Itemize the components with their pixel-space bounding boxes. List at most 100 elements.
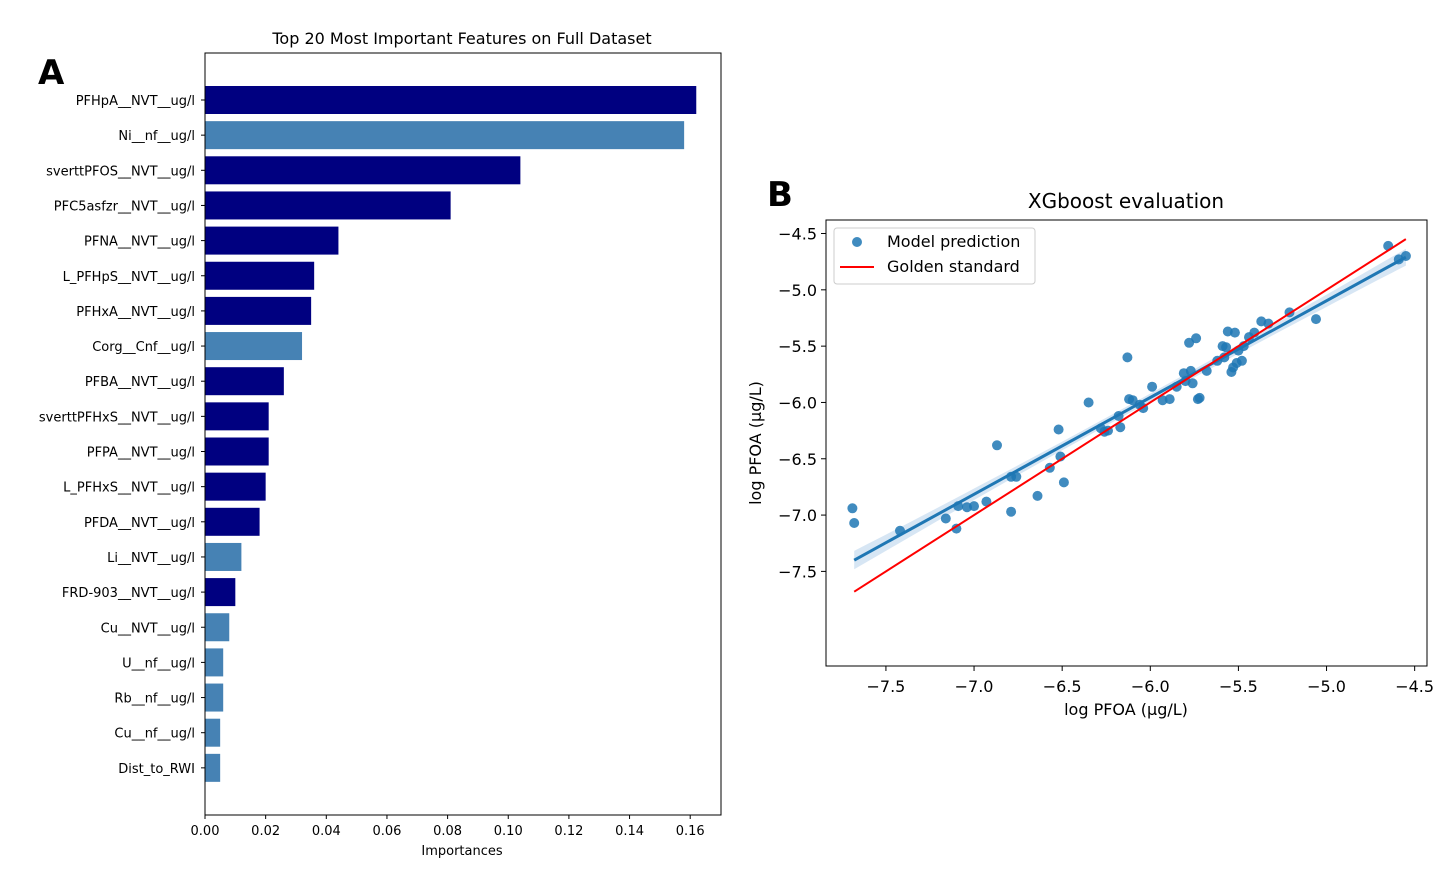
data-point [992, 440, 1002, 451]
legend-label-golden-standard: Golden standard [887, 257, 1020, 276]
y-tick-label: −6.5 [778, 450, 817, 469]
data-point [1219, 352, 1230, 363]
bar-10 [205, 437, 269, 466]
x-tick-label: −6.0 [1131, 677, 1170, 696]
data-point [969, 501, 979, 512]
x-tick-label: −6.5 [1043, 677, 1082, 696]
regression-line [853, 255, 1407, 562]
bar-1 [205, 121, 685, 150]
y-tick-label: −4.5 [778, 225, 817, 244]
y-tick-label: L_PFHpS__NVT__ug/l [63, 270, 195, 285]
x-tick-label: 0.08 [433, 824, 462, 839]
y-tick-label: −5.0 [778, 281, 817, 300]
chart-a-x-axis-label: Importances [421, 844, 502, 859]
bar-12 [205, 507, 260, 536]
data-point [981, 496, 992, 507]
bar-2 [205, 156, 521, 185]
y-tick-label: −7.0 [778, 506, 817, 525]
data-point [1032, 490, 1043, 501]
x-tick-label: 0.14 [615, 824, 644, 839]
chart-a-y-ticks: PFHpA__NVT__ug/l Ni__nf__ug/l sverttPFOS__… [39, 94, 205, 777]
x-tick-label: 0.10 [494, 824, 523, 839]
chart-b-x-axis-label: log PFOA (µg/L) [1064, 700, 1188, 719]
y-tick-label: −7.5 [778, 562, 817, 581]
y-tick-label: Corg__Cnf__ug/l [92, 340, 195, 355]
data-point [1113, 411, 1124, 421]
data-point [1164, 394, 1175, 405]
bar-13 [205, 542, 242, 571]
bar-5 [205, 261, 315, 290]
y-tick-label: Rb__nf__ug/l [114, 692, 195, 707]
x-tick-label: 0.02 [251, 824, 280, 839]
data-point [1194, 392, 1205, 403]
bar-3 [205, 191, 451, 220]
data-point [1115, 422, 1126, 433]
data-point [1122, 352, 1133, 363]
data-point [953, 501, 964, 512]
data-point [1083, 397, 1094, 408]
data-point [951, 523, 962, 534]
data-point [1185, 365, 1196, 376]
x-tick-label: 0.04 [312, 824, 341, 839]
chart-a-frame [204, 52, 722, 816]
data-point [1187, 378, 1198, 389]
legend-marker-model-prediction [852, 237, 862, 247]
chart-a-x-ticks: 0.00 0.02 0.04 0.06 0.08 0.10 0.12 0.14 0.16 [191, 815, 705, 839]
bar-15 [205, 613, 230, 642]
feature-importance-chart: Top 20 Most Important Features on Full D… [39, 29, 722, 859]
chart-b-title: XGboost evaluation [1028, 189, 1224, 213]
x-tick-label: −5.5 [1219, 677, 1258, 696]
x-tick-label: −7.0 [955, 677, 994, 696]
y-tick-label: Dist_to_RWI [118, 762, 195, 777]
bar-9 [205, 402, 269, 431]
scatter-points [847, 240, 1411, 536]
bar-16 [205, 648, 224, 677]
data-point [1147, 381, 1158, 392]
data-point [849, 518, 860, 528]
y-tick-label: PFC5asfzr__NVT__ug/l [54, 199, 195, 214]
chart-b-frame [825, 219, 1428, 667]
chart-a-bars [205, 86, 697, 782]
bar-14 [205, 578, 236, 607]
golden-standard-line [853, 238, 1407, 593]
x-tick-label: 0.06 [372, 824, 401, 839]
legend-label-model-prediction: Model prediction [887, 232, 1020, 251]
data-point [940, 513, 951, 524]
data-point [1400, 251, 1411, 261]
x-tick-label: −5.0 [1307, 677, 1346, 696]
bar-17 [205, 683, 224, 712]
y-tick-label: Cu__NVT__ug/l [101, 621, 195, 636]
y-tick-label: L_PFHxS__NVT__ug/l [63, 481, 195, 496]
y-tick-label: Ni__nf__ug/l [118, 129, 195, 144]
x-tick-label: −7.5 [866, 677, 905, 696]
x-tick-label: −4.5 [1395, 677, 1434, 696]
data-point [847, 503, 858, 514]
y-tick-label: PFPA__NVT__ug/l [87, 446, 195, 461]
x-tick-label: 0.00 [191, 824, 220, 839]
x-tick-label: 0.16 [676, 824, 705, 839]
xgboost-evaluation-chart: XGboost evaluation −7.5 −7.0 −6.5 −6.0 −5.5 −… [746, 189, 1434, 719]
y-tick-label: PFHxA__NVT__ug/l [76, 305, 195, 320]
x-tick-label: 0.12 [554, 824, 583, 839]
data-point [1191, 333, 1202, 344]
bar-0 [205, 86, 697, 114]
y-tick-label: FRD-903__NVT__ug/l [62, 586, 195, 601]
y-tick-label: −5.5 [778, 337, 817, 356]
chart-b-y-ticks: −4.5 −5.0 −5.5 −6.0 −6.5 −7.0 −7.5 [778, 225, 826, 581]
chart-a-title: Top 20 Most Important Features on Full D… [271, 29, 651, 48]
y-tick-label: U__nf__ug/l [122, 656, 195, 671]
panel-letter-a: A [38, 53, 65, 93]
y-tick-label: Cu__nf__ug/l [114, 727, 195, 742]
chart-b-legend: Model prediction Golden standard [833, 227, 1036, 285]
bar-7 [205, 332, 303, 361]
data-point [1221, 342, 1232, 353]
panel-letter-b: B [767, 175, 793, 215]
bar-18 [205, 718, 221, 747]
data-point [1236, 355, 1247, 366]
y-tick-label: sverttPFHxS__NVT__ug/l [39, 410, 195, 425]
data-point [1011, 471, 1022, 482]
y-tick-label: PFNA__NVT__ug/l [84, 235, 195, 250]
bar-19 [205, 753, 221, 782]
y-tick-label: PFHpA__NVT__ug/l [76, 94, 195, 109]
